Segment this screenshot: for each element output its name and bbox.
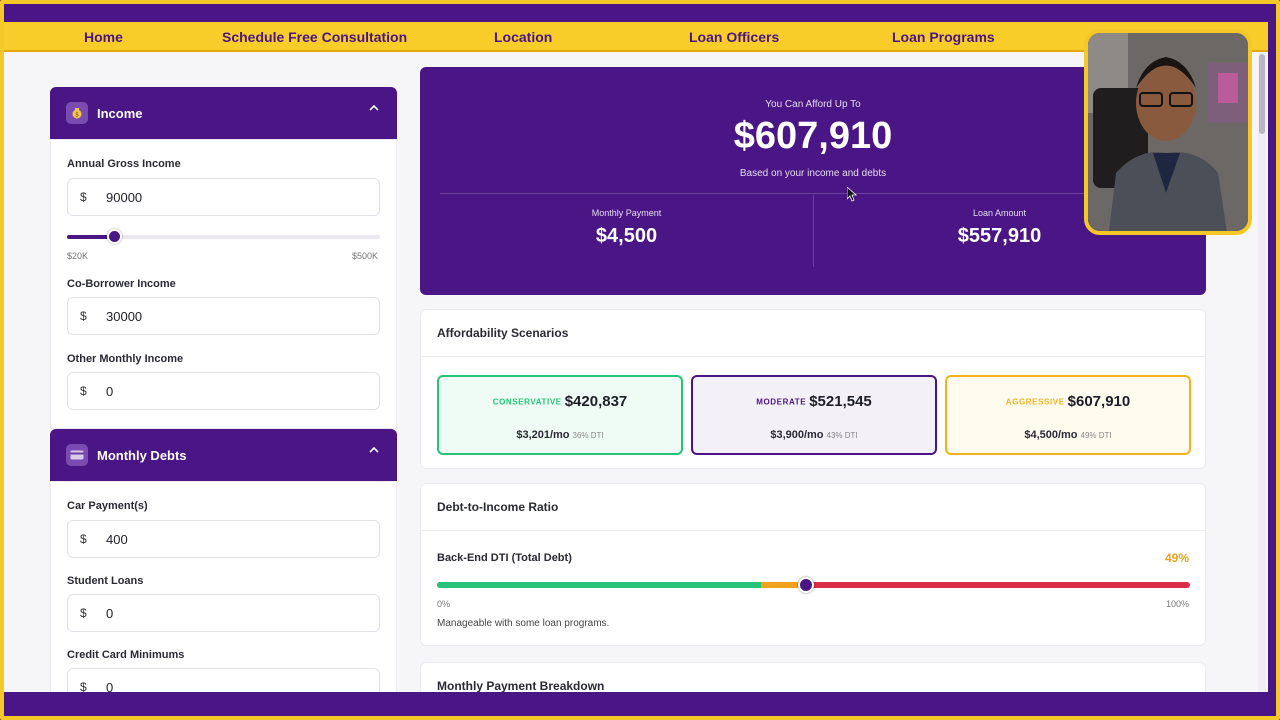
dti-value: 49% [1164, 551, 1189, 565]
annual-income-value[interactable]: 90000 [106, 189, 143, 205]
afford-label: You Can Afford Up To [765, 99, 861, 110]
currency-symbol: $ [80, 384, 87, 398]
card-divider [421, 356, 1205, 357]
breakdown-title: Monthly Payment Breakdown [437, 679, 605, 692]
top-nav: Home Schedule Free Consultation Location… [4, 22, 1268, 52]
dti-bar-green [437, 582, 761, 588]
currency-symbol: $ [80, 532, 87, 546]
scrollbar-thumb[interactable] [1259, 54, 1265, 134]
nav-loan-officers[interactable]: Loan Officers [689, 29, 780, 45]
annual-income-input[interactable]: $ 90000 [67, 178, 380, 216]
student-loans-input[interactable]: $ 0 [67, 594, 380, 632]
debts-section-header[interactable]: Monthly Debts [50, 429, 397, 481]
page-scrollbar[interactable] [1258, 52, 1266, 692]
breakdown-card: Monthly Payment Breakdown [420, 662, 1206, 692]
income-slider[interactable] [67, 229, 380, 244]
dti-max-label: 100% [1165, 599, 1189, 609]
scenario-monthly: $4,500/mo [1024, 429, 1078, 441]
svg-text:$: $ [75, 112, 79, 119]
credit-card-value[interactable]: 0 [106, 679, 114, 693]
student-loans-label: Student Loans [67, 575, 144, 587]
car-payment-label: Car Payment(s) [67, 500, 148, 512]
monthly-payment-label: Monthly Payment [591, 208, 662, 218]
scenarios-card: Affordability Scenarios CONSERVATIVE $420… [420, 309, 1206, 469]
scenario-tag: AGGRESSIVE [1005, 397, 1065, 407]
mouse-cursor-icon [846, 186, 859, 208]
summary-divider [440, 193, 1186, 194]
other-income-input[interactable]: $ 0 [67, 372, 380, 410]
coborrower-income-value[interactable]: 30000 [106, 308, 143, 324]
chevron-up-icon[interactable] [369, 103, 379, 115]
dti-min-label: 0% [437, 599, 451, 609]
summary-vertical-divider [813, 195, 814, 267]
scenario-amount: $607,910 [1067, 393, 1131, 411]
presenter-video [1088, 33, 1248, 231]
scenario-dti: 36% DTI [572, 431, 604, 440]
scenario-aggressive[interactable]: AGGRESSIVE $607,910 $4,500/mo 49% DTI [945, 375, 1191, 455]
currency-symbol: $ [80, 680, 87, 692]
other-income-label: Other Monthly Income [67, 353, 184, 365]
annual-income-label: Annual Gross Income [67, 158, 181, 170]
scenario-conservative[interactable]: CONSERVATIVE $420,837 $3,201/mo 36% DTI [437, 375, 683, 455]
browser-viewport: Home Schedule Free Consultation Location… [4, 22, 1268, 692]
currency-symbol: $ [80, 606, 87, 620]
chevron-up-icon[interactable] [369, 445, 379, 457]
afford-subtitle: Based on your income and debts [739, 168, 887, 179]
debts-section-title: Monthly Debts [97, 447, 187, 463]
dti-title: Debt-to-Income Ratio [437, 500, 559, 514]
scenario-monthly: $3,900/mo [770, 429, 824, 441]
card-divider [421, 530, 1205, 531]
webcam-overlay [1084, 29, 1252, 235]
nav-location[interactable]: Location [494, 29, 553, 45]
currency-symbol: $ [80, 309, 87, 323]
scenarios-title: Affordability Scenarios [437, 326, 569, 340]
income-section-header[interactable]: $ Income [50, 87, 397, 139]
coborrower-income-label: Co-Borrower Income [67, 278, 176, 290]
monthly-payment-value: $4,500 [595, 225, 658, 247]
scenario-amount: $521,545 [809, 393, 872, 411]
scenario-amount: $420,837 [564, 393, 628, 411]
dti-bar-orange [760, 582, 806, 588]
income-slider-fill [67, 235, 114, 239]
afford-amount: $607,910 [733, 115, 893, 157]
car-payment-value[interactable]: 400 [106, 531, 128, 547]
debts-panel [50, 481, 397, 692]
money-bag-icon: $ [66, 102, 88, 124]
scenario-moderate[interactable]: MODERATE $521,545 $3,900/mo 43% DTI [691, 375, 937, 455]
dti-card: Debt-to-Income Ratio Back-End DTI (Total… [420, 483, 1206, 646]
income-section-title: Income [97, 105, 143, 121]
dti-note: Manageable with some loan programs. [437, 618, 610, 629]
dti-marker [797, 577, 814, 593]
scenario-tag: MODERATE [756, 397, 807, 407]
student-loans-value[interactable]: 0 [106, 605, 114, 621]
scenario-dti: 43% DTI [826, 431, 858, 440]
loan-amount-value: $557,910 [957, 225, 1042, 247]
nav-home[interactable]: Home [84, 29, 123, 45]
scenario-monthly: $3,201/mo [516, 429, 570, 441]
credit-card-input[interactable]: $ 0 [67, 668, 380, 692]
income-slider-handle[interactable] [106, 229, 122, 244]
nav-loan-programs[interactable]: Loan Programs [892, 29, 995, 45]
coborrower-income-input[interactable]: $ 30000 [67, 297, 380, 335]
car-payment-input[interactable]: $ 400 [67, 520, 380, 558]
credit-card-icon [66, 444, 88, 466]
slider-max-label: $500K [352, 251, 379, 261]
loan-amount-label: Loan Amount [972, 208, 1027, 218]
nav-schedule-consultation[interactable]: Schedule Free Consultation [222, 29, 408, 45]
scenario-dti: 49% DTI [1080, 431, 1112, 440]
scenario-tag: CONSERVATIVE [492, 397, 562, 407]
slider-min-label: $20K [67, 251, 89, 261]
other-income-value[interactable]: 0 [106, 383, 114, 399]
affordability-summary: You Can Afford Up To $607,910 Based on y… [420, 67, 1206, 295]
currency-symbol: $ [80, 190, 87, 204]
dti-label: Back-End DTI (Total Debt) [437, 552, 572, 564]
credit-card-label: Credit Card Minimums [67, 649, 185, 661]
